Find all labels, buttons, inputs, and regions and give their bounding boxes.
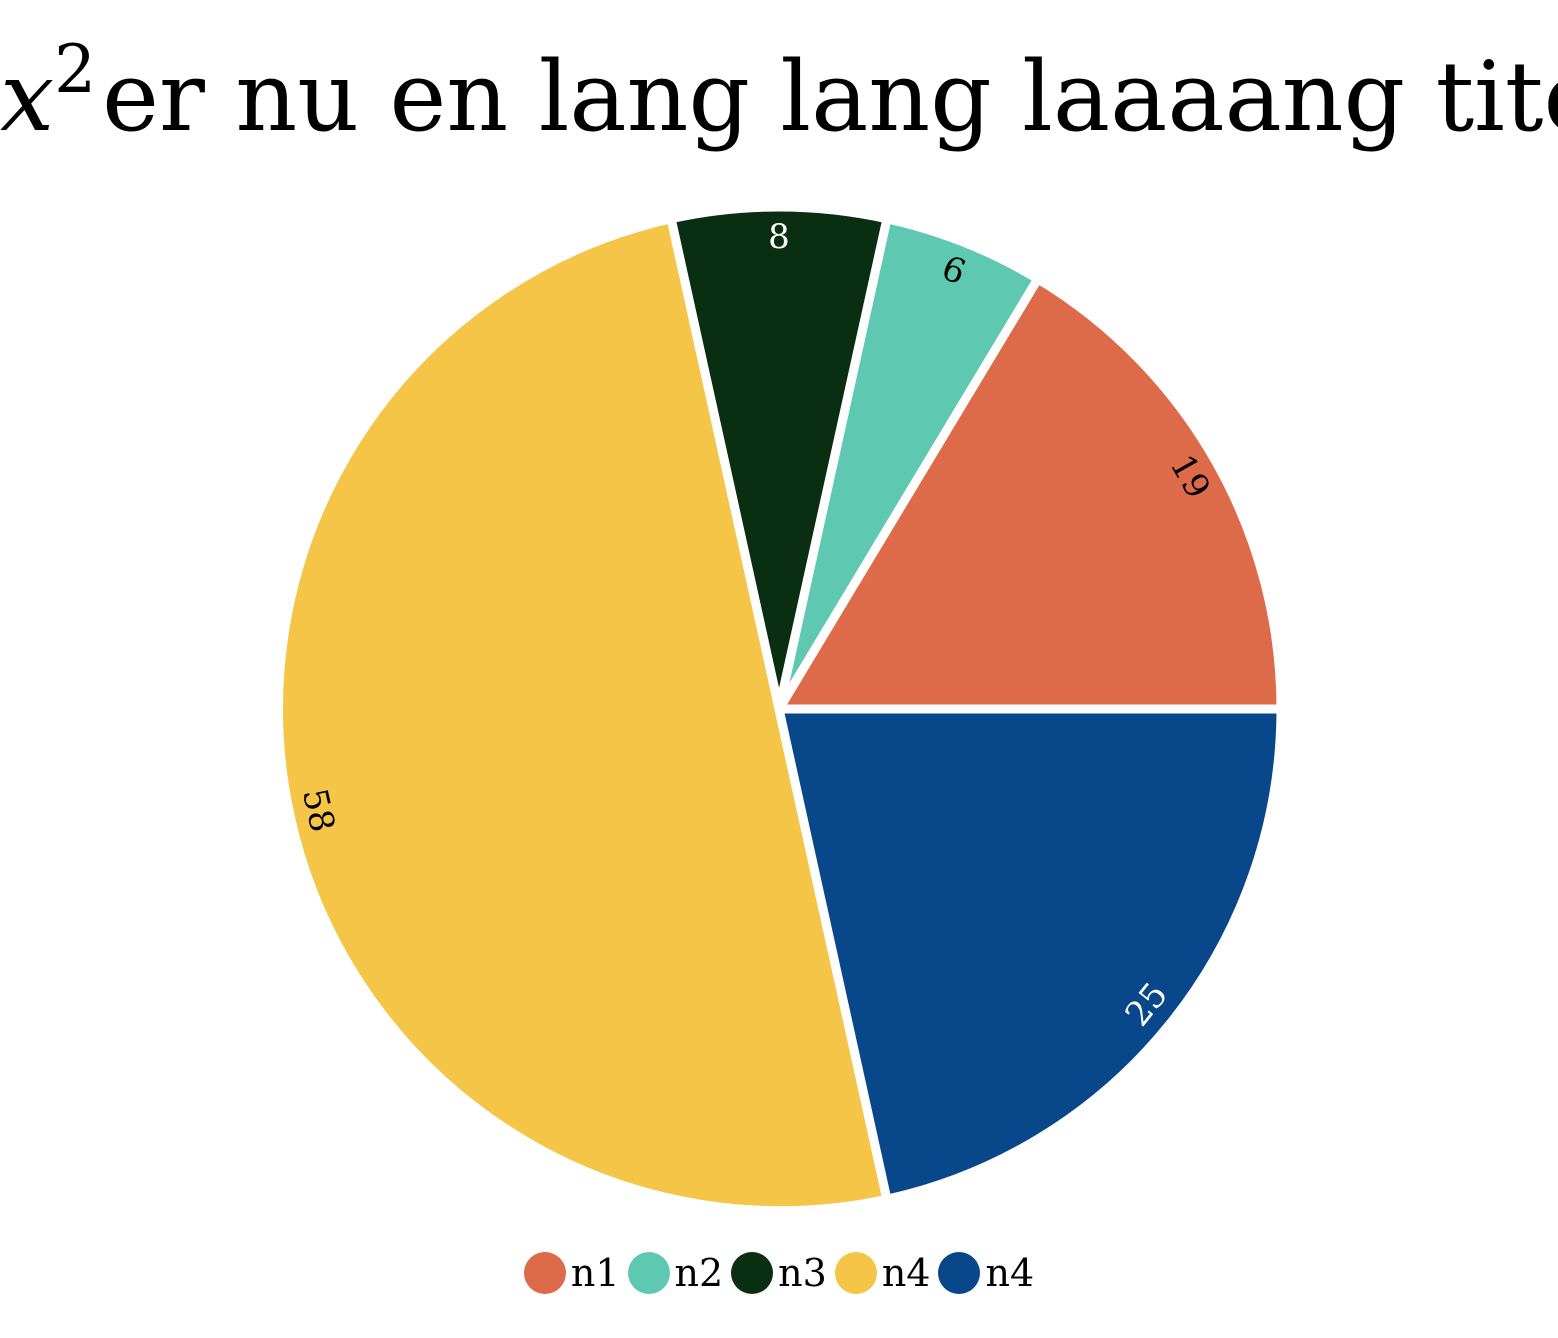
pie-slice-n4-4 [773, 704, 1286, 1205]
title-variable: x [0, 41, 55, 153]
legend-swatch [627, 1252, 670, 1294]
legend-label: n4 [985, 1251, 1035, 1295]
legend-item-0: n1 [523, 1251, 620, 1295]
legend-label: n3 [778, 1251, 827, 1295]
legend: n1 n2 n3 n4 n4 [0, 1250, 1558, 1296]
pie-slice-n1-0 [771, 272, 1286, 714]
chart-title: x2er nu en lang lang laaaang titel [0, 31, 1558, 163]
legend-swatch [731, 1252, 774, 1294]
title-superscript: 2 [54, 31, 97, 108]
pie-slices [274, 202, 1286, 1216]
legend-item-2: n3 [731, 1252, 827, 1294]
legend-swatch [523, 1252, 566, 1294]
legend-item-1: n2 [627, 1251, 724, 1295]
legend-swatch [938, 1252, 981, 1294]
legend-label: n2 [674, 1251, 724, 1295]
pie-value-label-2: 8 [768, 217, 790, 257]
legend-item-4: n4 [938, 1252, 1034, 1294]
legend-label: n1 [570, 1251, 620, 1295]
legend-label: n4 [881, 1251, 931, 1295]
pie-slice-n3-2 [665, 202, 893, 710]
pie-value-label-3: 58 [294, 785, 342, 836]
title-text: er nu en lang lang laaaang titel [102, 41, 1558, 153]
legend-item-3: n4 [834, 1251, 931, 1295]
pie-slice-n4-3 [274, 213, 893, 1216]
legend-swatch [834, 1252, 877, 1294]
